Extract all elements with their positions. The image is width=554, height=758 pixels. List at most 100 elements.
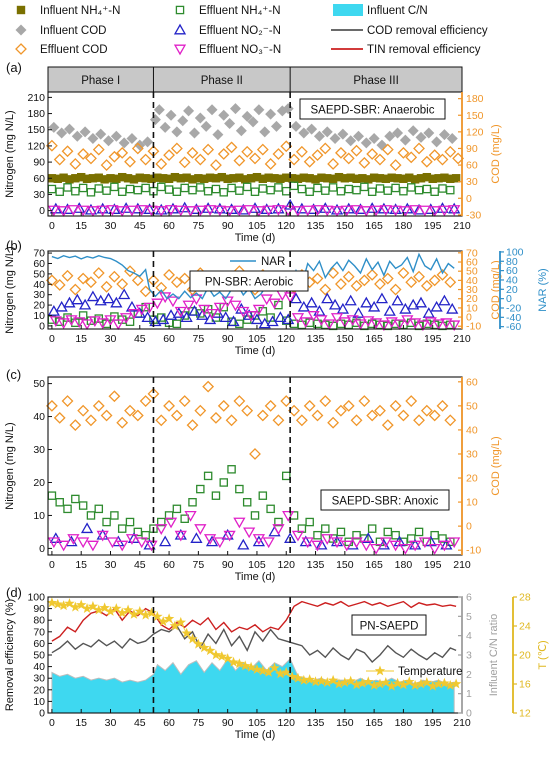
y3-tick-label: 20 <box>506 284 518 296</box>
y-tick-label: 60 <box>33 638 45 650</box>
effl_no2-point <box>196 309 209 320</box>
effl_no3-point <box>389 540 402 552</box>
effl_cod-point <box>335 146 347 159</box>
temp-point <box>169 620 181 631</box>
x-tick-label: 15 <box>75 333 87 345</box>
effl_no3-point <box>291 530 305 542</box>
x-tick-label: 60 <box>163 559 175 571</box>
effl_cod-point <box>358 395 371 407</box>
effl_cod-point <box>397 267 410 279</box>
label-box-text: PN-SBR: Aerobic <box>205 277 293 289</box>
temp-point <box>105 606 116 616</box>
temp-point <box>421 677 433 687</box>
effl_no2-point <box>71 293 84 305</box>
effl_cod-point <box>131 409 144 422</box>
effl_no2-point <box>252 535 266 547</box>
nar-line <box>51 252 455 300</box>
legend-marker <box>173 23 187 35</box>
effl_cod-point <box>303 399 316 412</box>
y-tick-label: 210 <box>27 92 45 104</box>
effl_no3-point <box>194 205 207 217</box>
effl_nh4-point <box>305 187 314 196</box>
temp-point <box>193 638 204 649</box>
chart-panel-3: (c) 0 15 30 45 60 75 90 105 120 135 150 165 180 195 210… <box>4 367 502 583</box>
temp-point <box>345 675 356 686</box>
y-tick-label: 10 <box>33 510 45 522</box>
temp-point <box>263 666 274 677</box>
effl_nh4-point <box>55 498 64 507</box>
y2-tick-label: 5 <box>466 611 472 623</box>
y-tick-label: 80 <box>33 615 45 627</box>
effl_no3-point <box>350 205 363 216</box>
effl_no3-point <box>321 534 334 545</box>
effl_no3-point <box>203 534 217 545</box>
chart-panel-2: (b) 0 15 30 45 60 75 90 105 120 135 150 165 180 195 210… <box>4 238 549 357</box>
infl_cod-point <box>103 135 115 147</box>
infl_nh4-point <box>446 174 455 183</box>
effl_cod-point <box>436 153 449 166</box>
effl_no3-point <box>49 316 62 327</box>
y-tick-label: 0 <box>39 708 45 720</box>
plot-frame <box>47 376 463 556</box>
effl_nh4-point <box>258 491 268 500</box>
effl_no2-point <box>377 202 391 214</box>
x-tick-label: 210 <box>453 559 471 571</box>
x-tick-label: 210 <box>453 333 471 345</box>
effl_no2-point <box>328 298 342 310</box>
panel-tag: (a) <box>6 60 22 75</box>
effl_nh4-point <box>321 186 330 195</box>
effl_nh4-point <box>196 183 205 192</box>
effl_cod-point <box>108 390 121 403</box>
effl_cod-point <box>100 280 113 293</box>
effl_no3-point <box>203 205 217 216</box>
effl_no3-point <box>182 300 195 312</box>
phase-bar <box>47 66 463 93</box>
y-tick-label: 50 <box>33 650 45 662</box>
effl_no3-point <box>233 205 246 217</box>
effl_cod-point <box>139 153 152 166</box>
temp-point <box>204 645 216 656</box>
effl_no2-point <box>305 296 318 308</box>
x-tick-label: 210 <box>453 220 471 232</box>
infl_cod-point <box>298 127 310 139</box>
infl_nh4-point <box>334 172 344 182</box>
effl_no2-point <box>86 290 100 302</box>
effl_nh4-point <box>78 183 88 193</box>
effl_cod-point <box>342 270 355 283</box>
y2-tick-label: -10 <box>466 545 481 557</box>
effl_cod-point <box>397 409 410 422</box>
temp-point <box>52 598 63 609</box>
temp-point <box>275 668 286 679</box>
x-tick-label: 30 <box>105 717 117 729</box>
effl_no3-point <box>243 527 256 539</box>
effl_no2-point <box>260 203 273 214</box>
effl_cod-point <box>256 143 269 156</box>
temp-point <box>316 675 327 686</box>
effl_cod-point <box>389 399 402 412</box>
effl_nh4-point <box>227 465 236 474</box>
effl_nh4-point <box>250 187 260 196</box>
effl_cod-point <box>178 272 191 285</box>
effl_no2-point <box>352 307 365 318</box>
x-tick-label: 30 <box>105 220 117 232</box>
effl_nh4-point <box>414 527 424 537</box>
effl_nh4-point <box>94 504 104 514</box>
effl_no3-point <box>151 298 164 310</box>
infl_nh4-point <box>241 175 250 184</box>
infl_nh4-point <box>118 172 127 182</box>
legend-label: Effluent COD <box>40 44 108 56</box>
effl_no3-point <box>448 537 461 549</box>
infl_cod-point <box>329 133 341 144</box>
x-tick-label: 195 <box>424 333 442 345</box>
effl_no2-point <box>282 313 295 325</box>
effl_no3-point <box>155 206 168 217</box>
y3-tick-label: 12 <box>519 708 531 720</box>
y3-tick-label: 28 <box>519 592 531 604</box>
effl_nh4-point <box>305 517 314 527</box>
effl_cod-point <box>186 146 199 159</box>
infl_nh4-point <box>106 174 115 183</box>
effl_cod-point <box>381 272 394 285</box>
effl_no2-point <box>438 294 451 306</box>
effl_cod-point <box>202 380 215 393</box>
effl_nh4-point <box>336 186 346 196</box>
